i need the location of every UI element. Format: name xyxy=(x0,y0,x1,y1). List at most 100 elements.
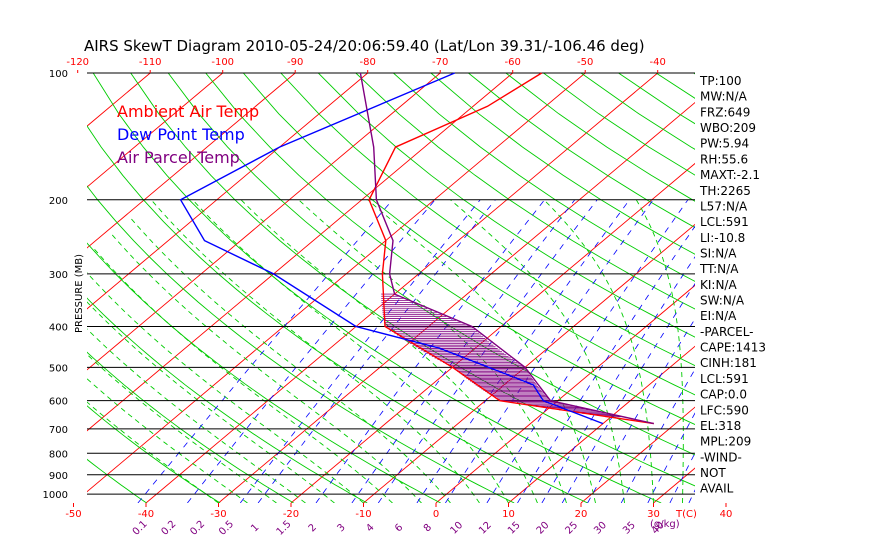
pressure-tick-label: 900 xyxy=(49,471,68,482)
bottom-temp-label: 20 xyxy=(575,509,588,520)
index-item: SW:N/A xyxy=(700,294,745,308)
index-item: KI:N/A xyxy=(700,278,737,292)
top-temp-label: -80 xyxy=(360,57,376,68)
bottom-temp-label: 30 xyxy=(647,509,660,520)
dry-adiabat-line xyxy=(844,73,870,503)
bottom-temp-label: -10 xyxy=(355,509,371,520)
dry-adiabat-line xyxy=(468,73,695,229)
index-item: L57:N/A xyxy=(700,199,748,213)
mixing-ratio-line xyxy=(351,199,576,503)
dry-adiabat-line xyxy=(806,73,870,503)
pressure-tick-label: 1000 xyxy=(43,490,68,501)
legend-entry: Ambient Air Temp xyxy=(117,102,259,121)
dry-adiabat-line xyxy=(205,73,695,426)
moist-adiabat-line xyxy=(87,272,364,503)
top-temp-label: -50 xyxy=(577,57,593,68)
index-item: EI:N/A xyxy=(700,309,737,323)
isotherm-line xyxy=(87,73,296,249)
index-item: AVAIL xyxy=(700,482,734,496)
dry-adiabat-line xyxy=(87,242,441,503)
legend-entry: Dew Point Temp xyxy=(117,125,245,144)
mixing-ratio-label: 35 xyxy=(621,520,638,537)
dry-adiabat-line xyxy=(87,125,588,503)
top-temp-label: -120 xyxy=(66,57,89,68)
dry-adiabat-line xyxy=(317,73,695,338)
isotherm-line xyxy=(653,467,695,503)
index-item: PW:5.94 xyxy=(700,137,749,151)
isobar-lines xyxy=(87,72,695,495)
mixing-ratio-line xyxy=(647,412,695,503)
dry-adiabat-line xyxy=(430,73,695,255)
mixing-ratio-label: 10 xyxy=(448,520,465,537)
top-temp-label: -60 xyxy=(505,57,521,68)
index-item: RH:55.6 xyxy=(700,152,748,166)
dry-adiabat-line xyxy=(242,73,695,396)
mixing-ratio-label: 4 xyxy=(364,522,376,534)
mixing-ratio-line xyxy=(541,256,695,503)
dry-adiabat-line xyxy=(505,73,695,202)
index-item: MPL:209 xyxy=(700,435,751,449)
index-item: LFC:590 xyxy=(700,403,749,417)
pressure-tick-label: 200 xyxy=(49,196,68,207)
dry-adiabat-line xyxy=(87,458,147,503)
legend: Ambient Air Temp Dew Point Temp Air Parcel… xyxy=(117,102,259,167)
moist-adiabat-line xyxy=(87,378,248,503)
index-item: MW:N/A xyxy=(700,90,748,104)
index-item: CAPE:1413 xyxy=(700,341,766,355)
dry-adiabat-line xyxy=(355,73,695,310)
index-item: TP:100 xyxy=(699,74,742,88)
pressure-tick-label: 100 xyxy=(49,69,68,80)
moist-adiabat-line xyxy=(192,199,509,503)
dry-adiabat-line xyxy=(92,73,662,503)
legend-entry: Air Parcel Temp xyxy=(117,148,240,167)
moist-adiabat-line xyxy=(150,199,480,503)
isotherm-line xyxy=(87,73,586,493)
moist-adiabat-line xyxy=(87,353,277,503)
dry-adiabat-line xyxy=(280,73,695,367)
cape-hatch xyxy=(381,293,622,418)
index-item: TT:N/A xyxy=(699,262,739,276)
series-line xyxy=(359,72,654,425)
dry-adiabat-line xyxy=(87,185,515,503)
isotherm-line xyxy=(435,284,695,503)
mixing-ratio-label: 6 xyxy=(393,522,405,534)
bottom-temp-label: 10 xyxy=(502,509,515,520)
mixing-ratio-line xyxy=(517,225,695,503)
dry-adiabat-line xyxy=(731,73,870,503)
index-item: FRZ:649 xyxy=(700,105,750,119)
pressure-tick-label: 800 xyxy=(49,449,68,460)
index-item: -PARCEL- xyxy=(700,325,754,339)
mixing-ratio-line xyxy=(561,282,695,503)
mixing-ratio-label: 1.5 xyxy=(275,519,294,538)
moist-adiabat-line xyxy=(298,199,567,503)
dry-adiabat-line xyxy=(87,297,368,503)
dry-adiabat-line xyxy=(87,351,294,503)
moist-adiabat-line xyxy=(635,199,684,503)
index-item: NOT xyxy=(700,466,726,480)
index-item: MAXT:-2.1 xyxy=(700,168,760,182)
mixing-ratio-label: 3 xyxy=(336,522,348,534)
series-line xyxy=(368,72,654,425)
isotherm-line xyxy=(508,345,695,503)
mixing-ratio-line xyxy=(187,199,436,503)
index-item: TH:2265 xyxy=(699,184,751,198)
isotherm-line xyxy=(0,73,78,503)
mixing-ratio-label: 12 xyxy=(477,520,494,537)
mixing-ratio-line xyxy=(669,452,695,503)
mixing-ratio-label: 30 xyxy=(592,520,609,537)
isotherm-line xyxy=(145,73,658,503)
top-temp-label: -110 xyxy=(139,57,162,68)
mixing-ratio-label: 8 xyxy=(422,522,434,534)
mixing-ratio-label: 25 xyxy=(564,520,581,537)
isotherm-line xyxy=(799,73,870,503)
isotherm-line xyxy=(87,73,441,371)
moist-adiabat-line xyxy=(92,247,393,503)
index-item: SI:N/A xyxy=(700,246,737,260)
dry-adiabat-line xyxy=(87,405,221,503)
pressure-tick-label: 700 xyxy=(49,425,68,436)
pressure-tick-label: 600 xyxy=(49,397,68,408)
moist-adiabat-line xyxy=(367,199,596,503)
dry-adiabat-line xyxy=(167,73,695,456)
